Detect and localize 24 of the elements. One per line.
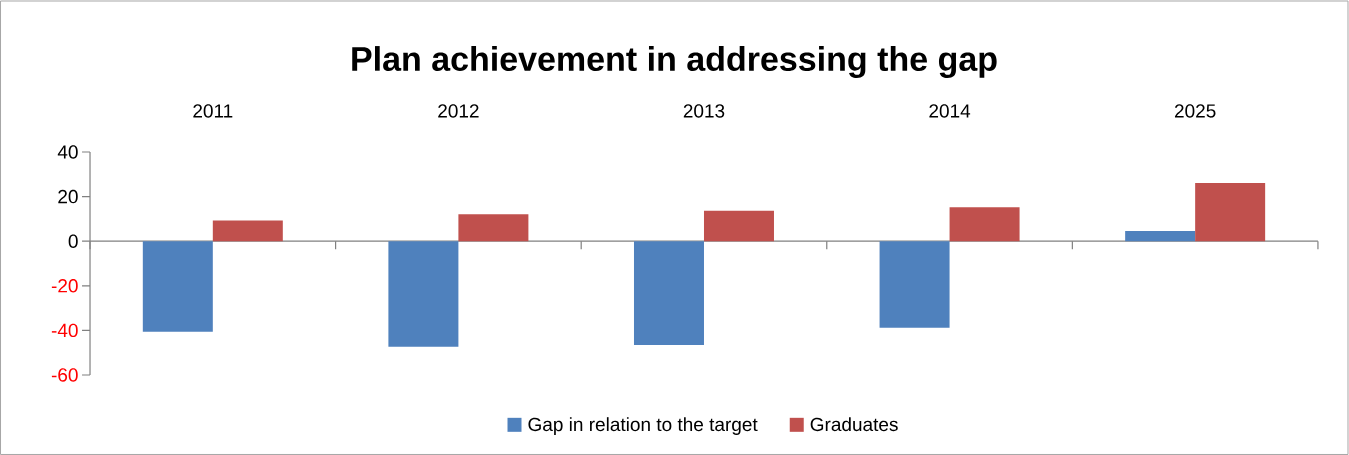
bar: [458, 214, 529, 242]
bar: [633, 241, 704, 345]
y-tick-label: -20: [51, 279, 78, 293]
legend-label: Gap in relation to the target: [528, 417, 758, 435]
bar: [703, 210, 774, 242]
x-tick-label: 2025: [1174, 104, 1216, 118]
bar: [949, 207, 1020, 242]
y-tick-label: 20: [58, 189, 78, 204]
y-tick-label: -60: [51, 368, 78, 382]
y-tick-label: 0: [68, 234, 78, 248]
bar: [1195, 182, 1266, 242]
chart-title: Plan achievement in addressing the gap: [352, 46, 997, 78]
bar: [212, 220, 283, 242]
x-tick-label: 2012: [438, 104, 479, 118]
bar: [1125, 230, 1196, 242]
bar: [142, 241, 213, 332]
bar: [388, 241, 459, 347]
y-tick-label: 40: [57, 145, 78, 159]
bar: [879, 241, 950, 328]
x-tick-label: 2013: [683, 104, 725, 118]
legend-label: Graduates: [810, 417, 898, 432]
y-tick-label: -40: [51, 323, 78, 338]
x-tick-label: 2014: [929, 104, 971, 118]
x-tick-label: 2011: [193, 104, 233, 118]
